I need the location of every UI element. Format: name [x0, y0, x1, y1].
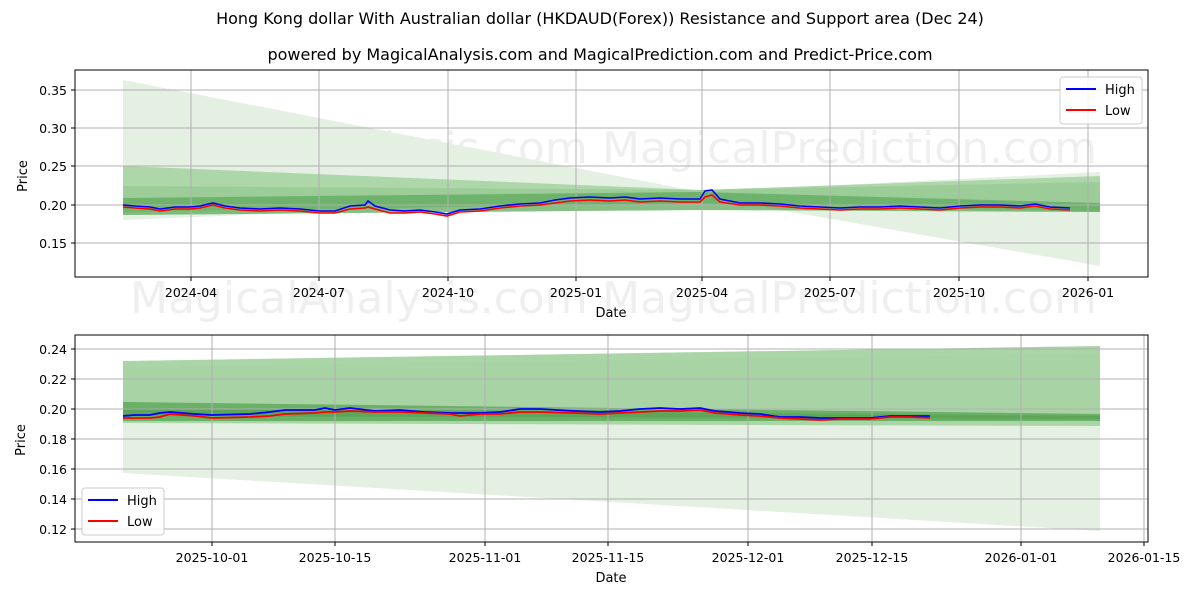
x-tick-top: 2024-10: [422, 285, 474, 300]
x-tick-bottom: 2026-01-15: [1108, 550, 1181, 565]
y-tick-top: 0.20: [39, 198, 67, 213]
legend-high-label: High: [1105, 83, 1135, 98]
watermark-analysis-below-top: MagicalAnalysis.com: [130, 273, 588, 324]
legend-bottom: High Low: [81, 487, 165, 536]
y-tick-bottom: 0.20: [39, 402, 67, 417]
y-tick-bottom: 0.24: [39, 342, 67, 357]
low-line-top: [122, 194, 1071, 217]
x-tick-top: 2025-10: [933, 285, 985, 300]
x-tick-top: 2025-07: [804, 285, 856, 300]
x-tick-bottom: 2025-11-01: [449, 550, 522, 565]
x-tick-bottom: 2025-10-15: [299, 550, 372, 565]
chart-subtitle: powered by MagicalAnalysis.com and Magic…: [267, 45, 933, 64]
y-tick-bottom: 0.22: [39, 372, 67, 387]
x-axis-label-top: Date: [595, 306, 626, 321]
x-tick-top: 2025-01: [550, 285, 602, 300]
legend-top: High Low: [1059, 76, 1143, 125]
y-tick-bottom: 0.12: [39, 522, 67, 537]
x-tick-bottom: 2026-01-01: [985, 550, 1058, 565]
y-axis-label-top: Price: [16, 160, 31, 192]
x-tick-bottom: 2025-12-15: [836, 550, 909, 565]
x-axis-label-bottom: Date: [595, 571, 626, 586]
x-tick-bottom: 2025-10-01: [176, 550, 249, 565]
plot-frame-top: [74, 69, 1149, 278]
watermark-prediction-below-top: MagicalPrediction.com: [602, 273, 1097, 324]
y-tick-top: 0.35: [39, 83, 67, 98]
legend-low-label: Low: [127, 515, 153, 530]
legend-high-label: High: [127, 494, 157, 509]
x-tick-top: 2026-01: [1062, 285, 1114, 300]
x-axis-bottom: 2025-10-01 2025-10-15 2025-11-01 2025-11…: [176, 542, 1181, 586]
chart-title: Hong Kong dollar With Australian dollar …: [216, 9, 984, 28]
x-tick-top: 2024-07: [293, 285, 345, 300]
x-tick-top: 2024-04: [165, 285, 217, 300]
x-tick-bottom: 2025-12-01: [712, 550, 785, 565]
y-axis-label-bottom: Price: [14, 424, 29, 456]
legend-low-label: Low: [1105, 104, 1131, 119]
y-tick-bottom: 0.16: [39, 462, 67, 477]
high-line-top: [122, 189, 1071, 215]
y-tick-bottom: 0.14: [39, 492, 67, 507]
outer-band-top: [123, 80, 1100, 266]
top-chart: MagicalAnalysis.com MagicalPrediction.co…: [16, 69, 1149, 324]
high-line-bottom: [122, 407, 930, 419]
y-tick-top: 0.15: [39, 236, 67, 251]
x-tick-bottom: 2025-11-15: [572, 550, 645, 565]
bottom-chart: MagicalAnalysis.com MagicalPrediction.co…: [14, 334, 1181, 586]
y-tick-bottom: 0.18: [39, 432, 67, 447]
y-tick-top: 0.25: [39, 159, 67, 174]
x-axis-top: 2024-04 2024-07 2024-10 2025-01 2025-04 …: [165, 277, 1114, 321]
mid-band-bottom-2: [123, 354, 1100, 418]
low-line-bottom: [123, 409, 931, 421]
grid-bottom: [75, 335, 1148, 542]
y-axis-bottom: 0.24 0.22 0.20 0.18 0.16 0.14 0.12 Price: [14, 342, 75, 537]
y-tick-top: 0.30: [39, 121, 67, 136]
x-tick-top: 2025-04: [676, 285, 728, 300]
y-axis-top: 0.35 0.30 0.25 0.20 0.15 Price: [16, 83, 75, 251]
